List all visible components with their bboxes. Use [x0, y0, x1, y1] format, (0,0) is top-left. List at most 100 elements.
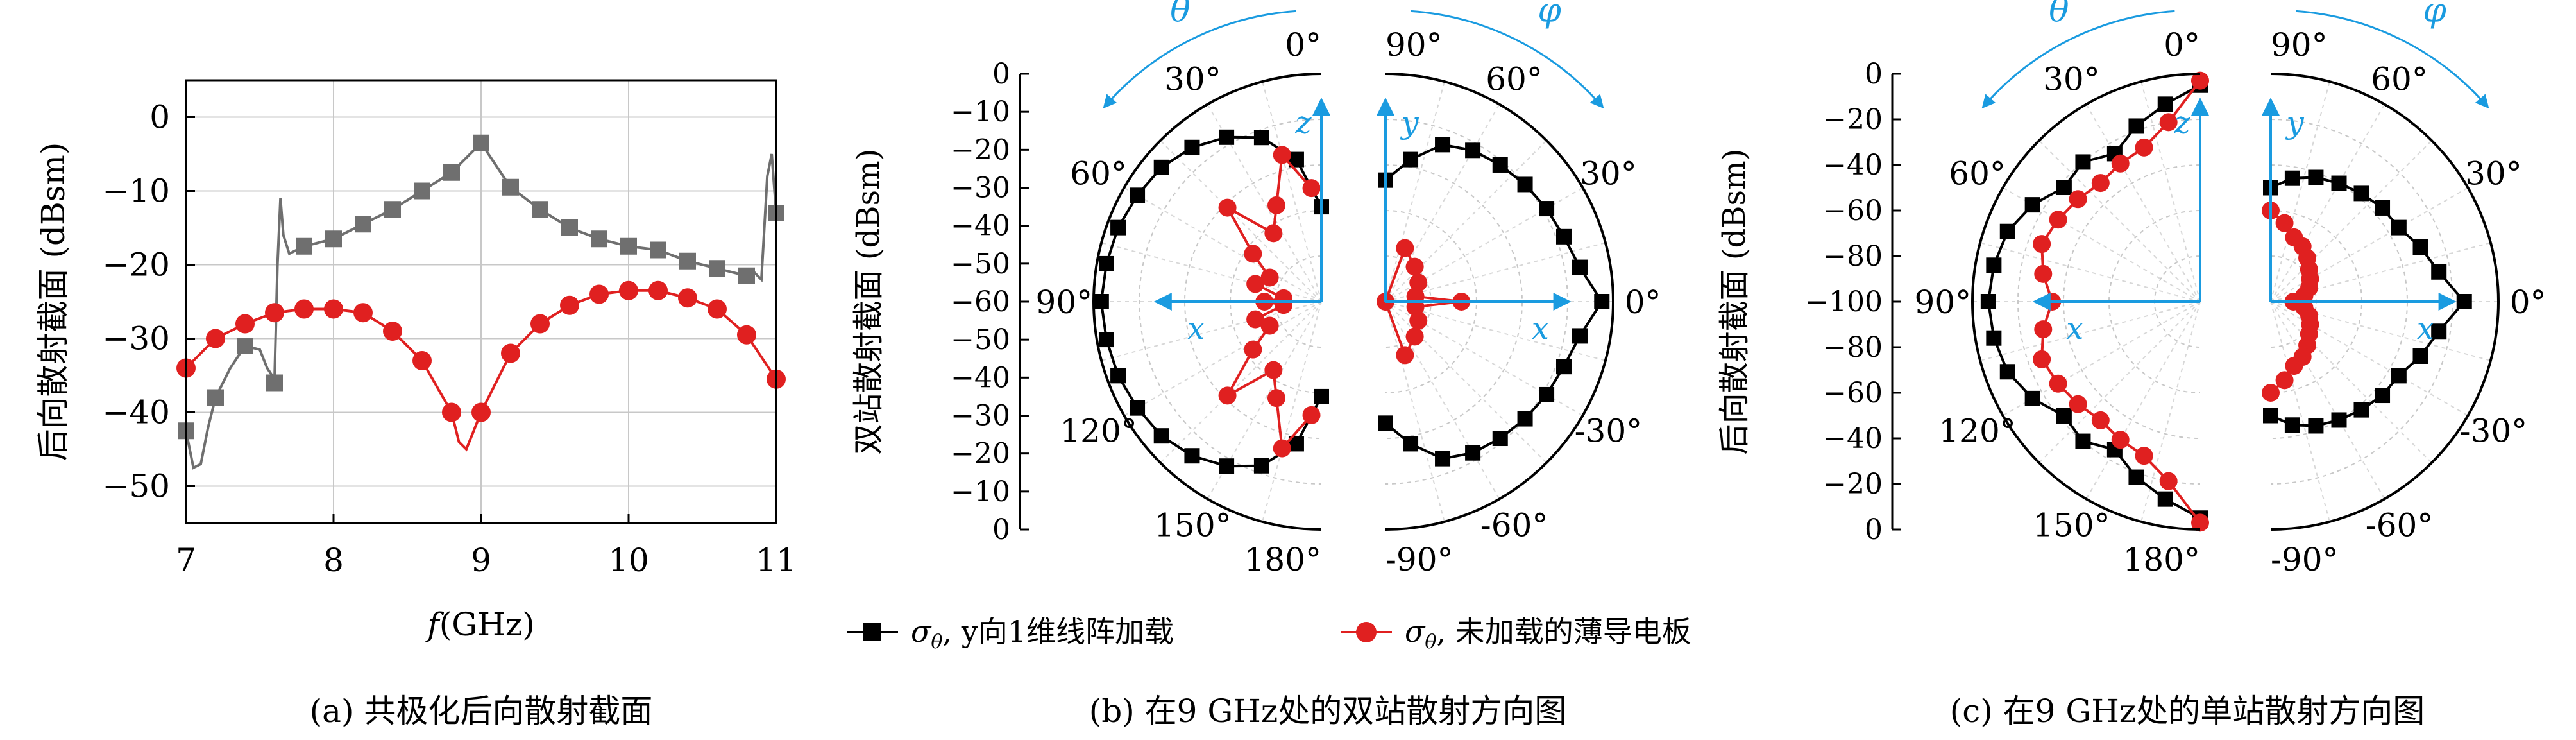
c-right-series-0-marker [2412, 239, 2428, 255]
b-left-series-1-marker [1302, 179, 1321, 198]
b-theta-label: 60° [1070, 155, 1127, 192]
panel-b-ylabel: 双站散射截面 (dBsm) [851, 149, 886, 455]
b-radial-tick-label-lower: 0 [992, 513, 1010, 546]
b-left-series-1-marker [1275, 296, 1293, 314]
c-radial-tick-label-upper: −100 [1805, 286, 1883, 318]
b-right-series-0-marker [1572, 328, 1588, 344]
c-grid-ring-left [2017, 119, 2201, 485]
panel-a-series-0-marker [620, 237, 637, 255]
c-right-series-0-marker [2353, 185, 2369, 202]
b-left-series-1-marker [1264, 361, 1283, 379]
c-radial-tick-label-lower: −40 [1823, 422, 1883, 455]
c-grid-ring-left [2063, 164, 2201, 439]
panel-a-ticks: 7 8 9 10 11 0 −10 −20 −30 −40 −50 [102, 99, 796, 580]
legend: σθ, y向1维线阵加载 σθ, 未加载的薄导电板 [847, 614, 1691, 653]
panel-a-series-1-marker [442, 402, 461, 422]
b-phi-label: 30° [1580, 155, 1637, 192]
b-phi-label: 60° [1486, 61, 1543, 98]
c-radial-tick-label-lower: −20 [1823, 468, 1883, 501]
c-left-series-1-marker [2111, 154, 2130, 173]
b-right-series-0-marker [1403, 436, 1419, 452]
c-right-series-0-marker [2412, 348, 2428, 364]
c-left-series-0-marker [1986, 257, 2002, 273]
b-right-series-0-marker [1465, 445, 1481, 461]
b-right-series-0-marker [1539, 201, 1555, 217]
c-left-series-1-marker [2049, 374, 2067, 393]
b-left-series-0-marker [1110, 368, 1126, 384]
panel-a-ytick-label: −30 [102, 320, 170, 357]
panel-a-series-1-marker [648, 280, 668, 300]
c-left-series-0-marker [1999, 364, 2015, 380]
b-outer-arc-right [1385, 73, 1614, 531]
panel-a-series-0-marker [207, 389, 224, 406]
b-left-series-1-marker [1244, 245, 1262, 263]
c-left-series-0-marker [2075, 154, 2091, 170]
c-phi-label: -30° [2460, 413, 2528, 450]
b-left-series-0-marker [1219, 458, 1235, 474]
c-left-series-1-marker [2111, 431, 2130, 449]
svg-text:σθ, y向1维线阵加载: σθ, y向1维线阵加载 [911, 614, 1174, 653]
b-right-series-0-marker [1517, 176, 1533, 193]
panel-a-series-0-marker [561, 219, 578, 236]
b-radial-tick-label-upper: 0 [992, 58, 1010, 90]
c-theta-label: 30° [2043, 61, 2100, 98]
panel-a-ytick-label: −40 [102, 394, 170, 431]
b-left-series-1-marker [1246, 310, 1265, 329]
panel-a-ytick-label: −20 [102, 246, 170, 284]
b-left-series-1-marker [1302, 406, 1321, 424]
b-phi-label: -90° [1385, 541, 1453, 578]
panel-a-series-0-marker [355, 216, 371, 233]
b-right-series-0-marker [1555, 228, 1572, 245]
legend-black-symbol: σ [911, 614, 932, 649]
b-theta-label: 90° [1036, 284, 1093, 321]
caption-a: (a) 共极化后向散射截面 [310, 693, 653, 730]
c-y-label: y [2285, 105, 2304, 141]
b-left-series-1-marker [1260, 316, 1279, 335]
b-right-series-0-marker [1539, 386, 1555, 402]
b-left-series-0-marker [1098, 332, 1114, 348]
c-left-series-1-marker [2135, 138, 2153, 157]
panel-a-series-1-marker [294, 299, 314, 319]
c-left-series-0-marker [2075, 433, 2091, 449]
panel-b-chart: 0 −10 −20 −30 −40 −50 −60 −50 −40 −30 −20 −10 0 0° 30°… [851, 0, 1661, 578]
b-phi-label: 0° [1625, 284, 1661, 321]
b-left-series-0-marker [1253, 458, 1269, 474]
b-radial-tick-label-upper: −60 [951, 286, 1010, 318]
panel-a-xtick-label: 11 [756, 542, 797, 579]
c-left-series-1-marker [2034, 264, 2053, 283]
c-theta-label: 0° [2164, 26, 2200, 64]
panel-a-series-1-marker [412, 351, 432, 370]
c-right-series-0-marker [2375, 388, 2391, 404]
c-left-series-1-marker [2091, 411, 2110, 429]
b-left-series-0-marker [1153, 428, 1169, 444]
b-left-series-0-marker [1130, 400, 1146, 416]
b-grid-ring-left [1139, 119, 1322, 485]
c-phi-label: 90° [2271, 26, 2328, 64]
c-theta-label: 120° [1938, 413, 2015, 450]
c-phi-arrow [2296, 10, 2489, 109]
b-right-series-0-marker [1555, 359, 1572, 375]
b-radial-tick-label-lower: −10 [951, 476, 1010, 508]
panel-a-series-1-marker [383, 322, 402, 341]
panel-a-xtick-label: 7 [176, 542, 196, 579]
panel-a-series-0-marker [532, 201, 548, 218]
b-right-series-1-marker [1396, 239, 1414, 257]
caption-c: (c) 在9 GHz处的单站散射方向图 [1950, 693, 2425, 730]
c-radial-tick-label-upper: 0 [1865, 58, 1883, 90]
c-radial-tick-label-lower: −80 [1823, 331, 1883, 364]
b-radial-tick-label-upper: −50 [951, 248, 1010, 280]
b-right-series-0-marker [1492, 157, 1508, 173]
c-left-series-0-marker [2128, 118, 2144, 134]
c-left-series-0-marker [2024, 390, 2040, 406]
b-right-series-0-marker [1492, 431, 1508, 447]
c-right-series-0-marker [2391, 368, 2407, 384]
c-radial-tick-label-upper: −80 [1823, 240, 1883, 273]
c-right-series-1-marker [2285, 357, 2303, 375]
b-radial-tick-label-lower: −50 [951, 323, 1010, 356]
b-right-series-1-marker [1396, 346, 1414, 365]
b-right-series-0-marker [1435, 451, 1451, 467]
b-right-series-1-marker [1409, 311, 1428, 330]
panel-a-series-1-marker [737, 325, 756, 345]
b-z-label: z [1294, 105, 1312, 141]
